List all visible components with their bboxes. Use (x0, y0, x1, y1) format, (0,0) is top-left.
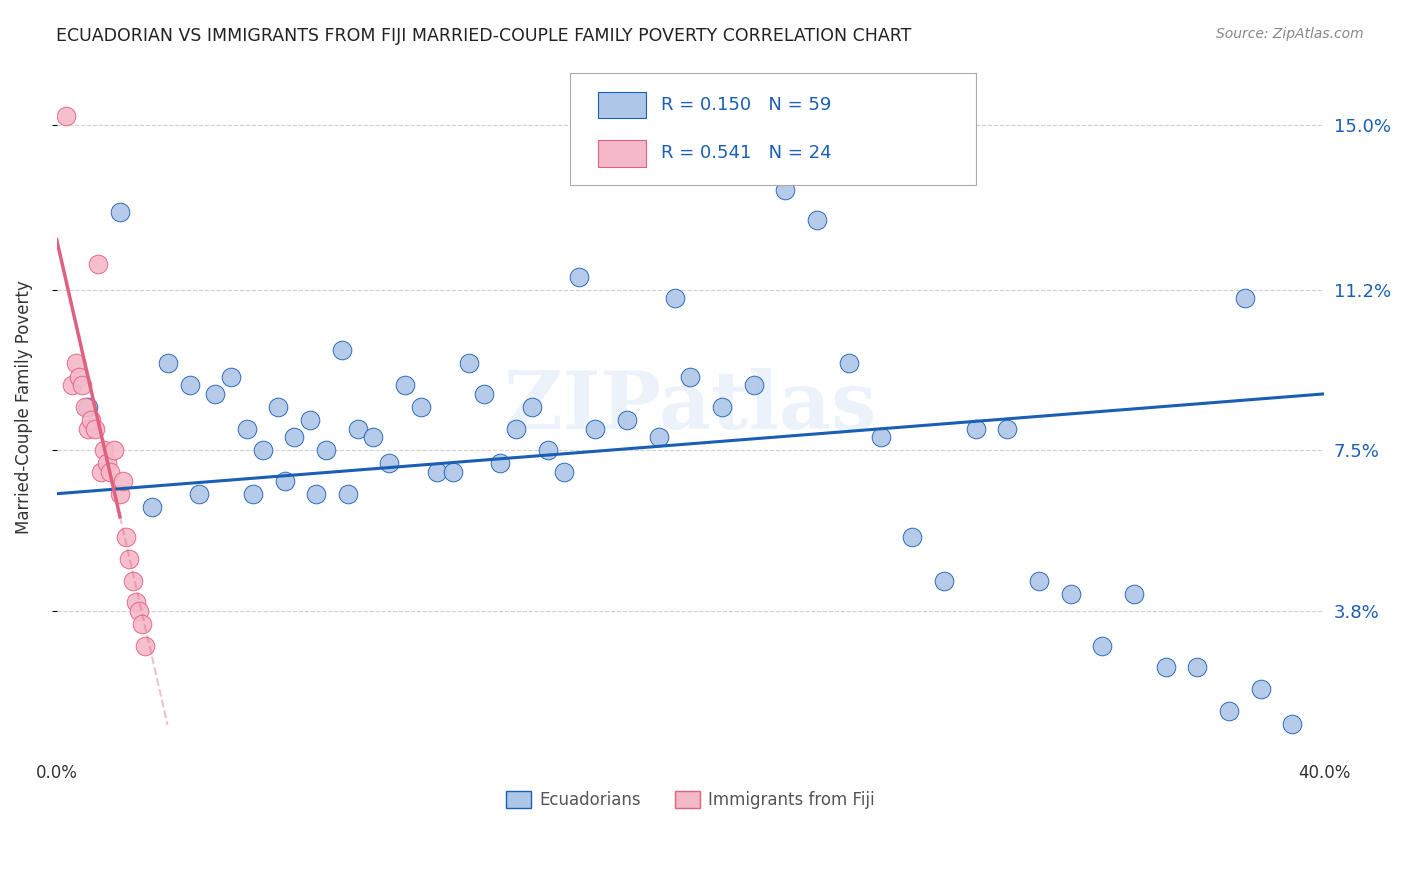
Text: ECUADORIAN VS IMMIGRANTS FROM FIJI MARRIED-COUPLE FAMILY POVERTY CORRELATION CHA: ECUADORIAN VS IMMIGRANTS FROM FIJI MARRI… (56, 27, 911, 45)
Point (87, 257, 110, 271)
Point (134, 639, 156, 653)
Point (283, 430, 305, 444)
Point (128, 604, 150, 618)
Point (505, 422, 527, 436)
Point (1123, 586, 1146, 600)
Point (346, 422, 368, 436)
Point (932, 574, 955, 588)
Point (90, 465, 112, 479)
Point (1028, 574, 1050, 588)
Point (305, 487, 328, 501)
Point (115, 530, 138, 544)
Point (67, 369, 90, 384)
FancyBboxPatch shape (598, 140, 645, 167)
Point (901, 530, 924, 544)
Point (409, 400, 432, 414)
Point (995, 422, 1018, 436)
Point (806, 213, 828, 227)
Point (62, 378, 84, 392)
Point (775, 183, 797, 197)
Point (838, 357, 860, 371)
Point (267, 400, 290, 414)
Legend: Ecuadorians, Immigrants from Fiji: Ecuadorians, Immigrants from Fiji (499, 784, 882, 815)
Point (474, 387, 496, 401)
FancyBboxPatch shape (569, 73, 976, 185)
Point (520, 400, 543, 414)
Point (112, 474, 135, 488)
Point (96, 456, 118, 470)
Text: R = 0.541   N = 24: R = 0.541 N = 24 (661, 145, 832, 162)
Point (252, 443, 274, 458)
Text: R = 0.150   N = 59: R = 0.150 N = 59 (661, 95, 831, 114)
Point (1250, 682, 1272, 697)
Point (553, 465, 575, 479)
Point (274, 474, 297, 488)
Point (965, 422, 987, 436)
Point (1233, 291, 1256, 305)
Point (568, 269, 591, 284)
Point (80, 413, 103, 427)
Point (77, 422, 100, 436)
Point (616, 413, 638, 427)
Point (1218, 704, 1240, 718)
Point (330, 343, 353, 358)
Point (108, 204, 131, 219)
Point (93, 443, 115, 458)
Text: ZIPatlas: ZIPatlas (505, 368, 876, 446)
Point (75, 400, 97, 414)
Point (1059, 586, 1081, 600)
Point (394, 378, 416, 392)
Point (363, 430, 385, 444)
Point (337, 487, 360, 501)
Y-axis label: Married-Couple Family Poverty: Married-Couple Family Poverty (15, 280, 32, 533)
Point (55, 109, 77, 123)
Point (1091, 639, 1114, 653)
Point (204, 387, 226, 401)
Text: Source: ZipAtlas.com: Source: ZipAtlas.com (1216, 27, 1364, 41)
Point (156, 357, 179, 371)
Point (242, 487, 264, 501)
FancyBboxPatch shape (598, 92, 645, 118)
Point (65, 357, 87, 371)
Point (235, 422, 257, 436)
Point (188, 487, 211, 501)
Point (121, 574, 143, 588)
Point (457, 357, 479, 371)
Point (664, 291, 686, 305)
Point (1154, 660, 1177, 674)
Point (583, 422, 606, 436)
Point (426, 465, 449, 479)
Point (1187, 660, 1209, 674)
Point (679, 369, 702, 384)
Point (179, 378, 201, 392)
Point (537, 443, 560, 458)
Point (108, 487, 131, 501)
Point (742, 378, 765, 392)
Point (141, 500, 163, 514)
Point (1281, 716, 1303, 731)
Point (647, 430, 669, 444)
Point (441, 465, 464, 479)
Point (869, 430, 891, 444)
Point (315, 443, 337, 458)
Point (378, 456, 401, 470)
Point (118, 552, 141, 566)
Point (125, 595, 148, 609)
Point (100, 465, 122, 479)
Point (299, 413, 322, 427)
Point (77, 400, 100, 414)
Point (489, 456, 512, 470)
Point (219, 369, 242, 384)
Point (103, 443, 125, 458)
Point (131, 617, 153, 632)
Point (70, 378, 93, 392)
Point (83, 422, 105, 436)
Point (711, 400, 734, 414)
